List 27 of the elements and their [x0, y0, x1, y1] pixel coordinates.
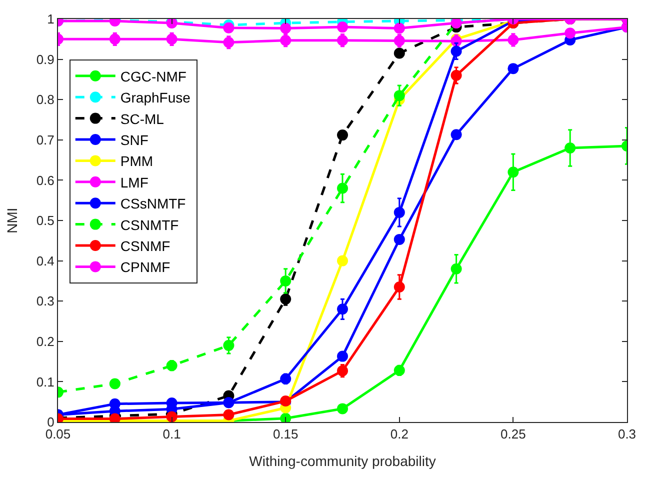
y-tick-label: 0.9: [36, 52, 54, 67]
legend-label: CPNMF: [120, 259, 170, 276]
x-tick-label: 0.1: [162, 426, 181, 442]
legend-label: LMF: [120, 174, 148, 190]
x-tick-label: 0.3: [618, 426, 636, 442]
legend-label: GraphFuse: [120, 90, 191, 106]
y-tick-label: 0.1: [36, 374, 54, 390]
x-axis-title: Withing-community probability: [249, 452, 436, 469]
y-axis-title: NMI: [4, 208, 20, 234]
legend-label: PMM: [120, 153, 154, 170]
y-tick-label: 0.4: [36, 253, 54, 268]
y-tick-label: 0.6: [36, 172, 54, 188]
y-tick-label: 1: [47, 12, 54, 27]
legend-label: SNF: [120, 132, 148, 148]
y-tick-label: 0.5: [36, 213, 54, 228]
legend-label: CGC-NMF: [120, 68, 186, 84]
legend-label: SC-ML: [120, 110, 164, 127]
x-tick-label: 0.15: [272, 426, 298, 442]
y-tick-label: 0.7: [36, 132, 54, 148]
y-tick-label: 0.8: [36, 92, 54, 108]
legend-label: CSNMTF: [120, 216, 179, 233]
y-tick-label: 0.2: [36, 334, 54, 349]
legend-label: CSNMF: [120, 238, 170, 254]
x-tick-label: 0.25: [500, 426, 526, 442]
y-tick-label: 0.3: [36, 294, 54, 309]
legend-label: CSsNMTF: [120, 196, 186, 212]
x-tick-label: 0.2: [390, 426, 408, 442]
